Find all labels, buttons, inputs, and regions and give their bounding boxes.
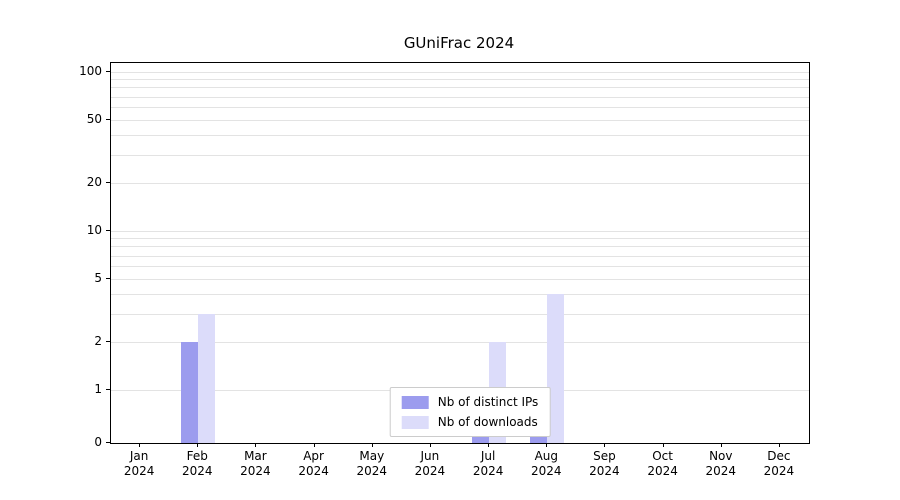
x-axis-tick-label: Oct 2024	[633, 449, 693, 479]
legend-item-downloads: Nb of downloads	[401, 415, 539, 429]
x-tick-year: 2024	[763, 464, 795, 478]
x-axis-tick-mark	[371, 443, 373, 447]
x-tick-year: 2024	[589, 464, 620, 478]
x-axis-tick-label: Aug 2024	[516, 449, 576, 479]
y-axis-tick-mark	[106, 341, 110, 343]
bar-distinct-ips	[181, 342, 199, 443]
x-tick-month: Feb	[186, 449, 208, 463]
gridline	[111, 96, 809, 98]
gridline	[111, 294, 809, 296]
y-axis-tick-label: 20	[86, 175, 102, 190]
y-axis-tick-label: 2	[94, 334, 102, 349]
y-axis-tick-label: 1	[94, 382, 102, 396]
gridline	[111, 246, 809, 248]
x-tick-year: 2024	[472, 464, 504, 478]
x-tick-month: Jul	[480, 449, 496, 463]
y-axis-tick-label: 5	[94, 270, 102, 285]
x-tick-year: 2024	[298, 464, 329, 478]
x-axis-tick-label: Jul 2024	[458, 449, 518, 479]
x-axis-tick-mark	[429, 443, 431, 447]
x-axis-tick-label: Mar 2024	[225, 449, 285, 479]
x-tick-month: Nov	[709, 449, 733, 463]
y-axis-tick-mark	[106, 230, 110, 231]
y-axis-tick-label: 100	[79, 64, 102, 78]
gridline	[111, 238, 809, 240]
gridline	[111, 155, 809, 157]
y-axis-tick-mark	[106, 71, 110, 72]
x-tick-month: May	[359, 449, 385, 463]
x-axis-tick-mark	[662, 443, 664, 447]
gridline	[111, 278, 809, 280]
y-axis-tick-label: 10	[86, 223, 102, 237]
y-axis-tick-mark	[106, 118, 110, 120]
x-axis-tick-mark	[139, 443, 141, 447]
x-tick-year: 2024	[182, 464, 213, 478]
x-tick-month: Oct	[652, 449, 673, 463]
x-axis-tick-label: Jun 2024	[400, 449, 460, 479]
x-axis-tick-mark	[313, 443, 315, 447]
gridline	[111, 79, 809, 81]
x-axis-tick-label: Apr 2024	[284, 449, 344, 479]
x-tick-year: 2024	[414, 464, 446, 478]
x-tick-month: Jan	[129, 449, 149, 463]
gridline	[111, 72, 809, 73]
bar-downloads	[547, 294, 565, 443]
y-axis-tick-label: 0	[94, 435, 102, 449]
x-tick-month: Sep	[593, 449, 616, 463]
x-tick-month: Dec	[767, 449, 791, 463]
x-tick-month: Jun	[420, 449, 440, 463]
x-tick-month: Mar	[244, 449, 267, 463]
gridline	[111, 266, 809, 268]
x-tick-year: 2024	[356, 464, 388, 478]
gridline	[111, 183, 809, 185]
x-tick-year: 2024	[123, 464, 155, 478]
x-tick-month: Aug	[534, 449, 559, 463]
x-tick-year: 2024	[647, 464, 678, 478]
gridline	[111, 342, 809, 344]
chart-title: GUniFrac 2024	[403, 34, 515, 52]
x-axis-tick-label: Feb 2024	[167, 449, 227, 479]
x-axis-tick-mark	[720, 443, 722, 447]
x-axis-tick-mark	[778, 443, 780, 447]
plot-area: Nb of distinct IPs Nb of downloads	[110, 62, 810, 444]
gridline	[111, 135, 809, 137]
legend: Nb of distinct IPs Nb of downloads	[389, 387, 551, 437]
x-axis-tick-mark	[197, 443, 199, 447]
x-axis-tick-mark	[488, 443, 490, 447]
y-axis-tick-label: 50	[86, 111, 102, 126]
bar-downloads	[198, 314, 216, 443]
x-tick-year: 2024	[531, 464, 562, 478]
x-axis-tick-mark	[546, 443, 548, 447]
legend-swatch-distinct-ips-icon	[401, 395, 429, 409]
legend-swatch-downloads-icon	[401, 415, 429, 429]
y-axis-tick-mark	[106, 389, 110, 390]
gridline	[111, 231, 809, 232]
x-axis-tick-label: Dec 2024	[749, 449, 809, 479]
gridline	[111, 87, 809, 89]
y-axis-tick-mark	[106, 277, 110, 279]
x-axis-tick-label: May 2024	[342, 449, 402, 479]
y-axis-tick-mark	[106, 182, 110, 184]
legend-label-downloads: Nb of downloads	[437, 415, 538, 429]
gridline	[111, 314, 809, 316]
x-axis-tick-label: Sep 2024	[574, 449, 634, 479]
x-axis-tick-mark	[255, 443, 257, 447]
x-axis-tick-label: Jan 2024	[109, 449, 169, 479]
x-tick-year: 2024	[240, 464, 271, 478]
gridline	[111, 119, 809, 121]
x-axis-tick-mark	[604, 443, 606, 447]
gridline	[111, 255, 809, 257]
y-axis-tick-mark	[106, 442, 110, 443]
x-tick-year: 2024	[705, 464, 737, 478]
gridline	[111, 107, 809, 109]
x-axis-tick-label: Nov 2024	[691, 449, 751, 479]
legend-label-distinct-ips: Nb of distinct IPs	[437, 395, 539, 409]
x-tick-month: Apr	[303, 449, 324, 463]
legend-item-distinct-ips: Nb of distinct IPs	[401, 395, 539, 409]
